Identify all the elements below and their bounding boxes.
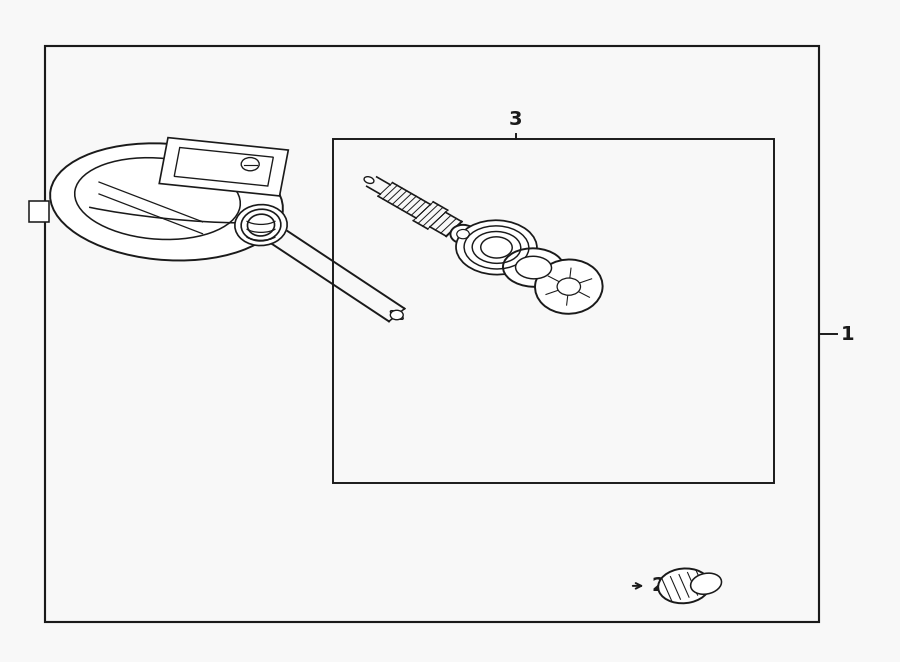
Ellipse shape [235, 205, 287, 246]
Ellipse shape [241, 209, 281, 241]
Ellipse shape [364, 177, 373, 183]
Circle shape [456, 230, 469, 239]
Ellipse shape [658, 569, 710, 603]
Circle shape [391, 310, 403, 320]
Text: 1: 1 [841, 325, 854, 344]
Ellipse shape [248, 214, 274, 236]
Ellipse shape [690, 573, 722, 594]
Text: 2: 2 [652, 577, 665, 595]
Bar [29, 201, 49, 222]
Ellipse shape [503, 248, 564, 287]
Ellipse shape [535, 260, 603, 314]
Polygon shape [159, 138, 288, 196]
Circle shape [557, 278, 580, 295]
Ellipse shape [456, 220, 537, 275]
Circle shape [450, 225, 475, 244]
Ellipse shape [50, 143, 283, 261]
Bar [333, 139, 774, 483]
Text: 3: 3 [508, 110, 522, 129]
Ellipse shape [516, 256, 552, 279]
Bar [45, 46, 819, 622]
Circle shape [241, 158, 259, 171]
Ellipse shape [391, 310, 403, 319]
